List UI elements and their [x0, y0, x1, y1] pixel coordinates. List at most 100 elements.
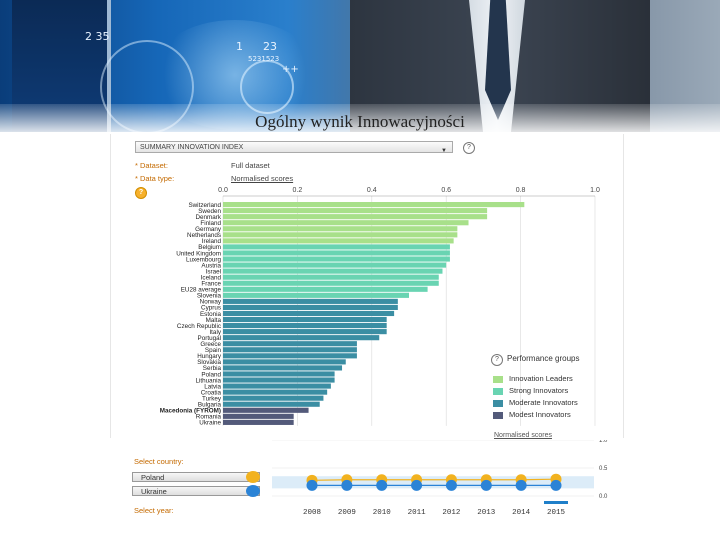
normalised-scores-link[interactable]: Normalised scores	[494, 432, 552, 439]
legend-item: Moderate Innovators	[493, 398, 578, 407]
bar[interactable]	[223, 244, 450, 250]
category-label: Netherlands	[187, 232, 221, 239]
category-label: Belgium	[198, 244, 221, 251]
country-poland[interactable]: Poland	[132, 471, 260, 483]
year-label[interactable]: 2015	[547, 509, 566, 517]
x-tick-label: 0.0	[218, 187, 228, 194]
bar[interactable]	[223, 310, 395, 317]
year-label[interactable]: 2010	[373, 509, 392, 517]
category-label: France	[201, 281, 221, 288]
chevron-down-icon: ▼	[441, 148, 447, 154]
data-point[interactable]	[445, 479, 457, 491]
bar[interactable]	[223, 250, 450, 256]
bar[interactable]	[223, 274, 439, 280]
bar[interactable]	[223, 377, 335, 383]
bar[interactable]	[223, 347, 357, 353]
category-label: Ireland	[202, 238, 222, 245]
bar-chart: 0.0 0.2 0.4 0.6 0.8 1.0 SwitzerlandSwedenDenma…	[160, 187, 600, 427]
data-point[interactable]	[411, 479, 423, 491]
series-line	[311, 478, 557, 481]
bar[interactable]	[223, 323, 387, 329]
holo-number: ++	[282, 64, 299, 75]
dataset-label: * Dataset:	[135, 161, 168, 170]
timeline-panel: Normalised scores Select country: Poland…	[110, 432, 622, 540]
year-label[interactable]: 2012	[442, 509, 460, 517]
legend-item: Strong Innovators	[493, 386, 568, 395]
tie-image	[485, 0, 511, 120]
category-label: Latvia	[204, 383, 221, 390]
data-point[interactable]	[306, 479, 318, 491]
category-label: Iceland	[201, 274, 222, 281]
bar[interactable]	[223, 232, 458, 238]
timeline-chart[interactable]: 1.0 0.5 0.0 2008 2009 2010 2011 2012 2013 2014 201…	[110, 440, 622, 540]
bar[interactable]	[223, 389, 328, 395]
year-label[interactable]: 2008	[303, 509, 321, 517]
category-label: Bulgaria	[198, 402, 222, 409]
legend-swatch	[493, 399, 503, 407]
bar[interactable]	[223, 413, 294, 419]
bar[interactable]	[223, 401, 320, 407]
year-label[interactable]: 2011	[408, 509, 427, 517]
bar[interactable]	[223, 353, 357, 359]
chart-panel: SUMMARY INNOVATION INDEX ▼ ? * Dataset: …	[110, 134, 624, 438]
y-tick-label: 1.0	[599, 440, 608, 444]
bar[interactable]	[223, 286, 428, 292]
bar[interactable]	[223, 359, 346, 365]
bar[interactable]	[223, 419, 294, 425]
country-ukraine[interactable]: Ukraine	[132, 485, 260, 497]
bar[interactable]	[223, 292, 409, 298]
y-tick-label: 0.5	[599, 466, 608, 472]
bar[interactable]	[223, 220, 469, 226]
bar[interactable]	[223, 365, 343, 371]
legend-item: Innovation Leaders	[493, 374, 573, 383]
bar[interactable]	[223, 371, 335, 377]
category-label: Croatia	[201, 389, 222, 396]
data-type-value[interactable]: Normalised scores	[231, 174, 294, 183]
bar[interactable]	[223, 335, 380, 341]
x-tick-label: 0.4	[367, 187, 377, 194]
bar[interactable]	[223, 202, 525, 208]
holo-number: 23	[263, 40, 277, 53]
bar[interactable]	[223, 262, 447, 268]
bar[interactable]	[223, 268, 443, 274]
x-tick-label: 0.8	[516, 187, 526, 194]
bar[interactable]	[223, 329, 387, 335]
help-icon[interactable]: ?	[463, 142, 475, 154]
year-label[interactable]: 2009	[338, 509, 356, 517]
data-point[interactable]	[376, 479, 388, 491]
bar[interactable]	[223, 304, 398, 310]
indicator-select-label: SUMMARY INNOVATION INDEX	[140, 144, 244, 151]
data-point[interactable]	[480, 479, 492, 491]
bar[interactable]	[223, 298, 398, 304]
page-title: Ogólny wynik Innowacyjności	[255, 112, 465, 131]
bar[interactable]	[223, 383, 331, 389]
year-label[interactable]: 2013	[477, 509, 496, 517]
category-label: Germany	[195, 226, 222, 233]
bar[interactable]	[223, 208, 488, 214]
dataset-value[interactable]: Full dataset	[231, 161, 270, 170]
range-band	[272, 476, 594, 489]
bar[interactable]	[223, 226, 458, 232]
data-point[interactable]	[550, 479, 562, 491]
data-point[interactable]	[341, 479, 353, 491]
legend-title: Performance groups	[507, 354, 580, 363]
help-icon[interactable]: ?	[135, 187, 147, 199]
bar[interactable]	[223, 256, 450, 262]
year-label[interactable]: 2014	[512, 509, 531, 517]
bar[interactable]	[223, 407, 309, 413]
bar[interactable]	[223, 395, 324, 401]
bar[interactable]	[223, 280, 439, 286]
bar[interactable]	[223, 214, 488, 220]
bar[interactable]	[223, 341, 357, 347]
category-label: Slovakia	[197, 359, 221, 366]
category-label: Serbia	[203, 365, 222, 372]
category-label: Lithuania	[195, 377, 221, 384]
bar[interactable]	[223, 316, 387, 323]
data-point[interactable]	[515, 479, 527, 491]
indicator-select[interactable]: SUMMARY INNOVATION INDEX ▼	[135, 141, 453, 154]
holo-number: 5231523	[248, 55, 280, 63]
category-label: Macedonia (FYROM)	[160, 408, 221, 415]
holo-number: 2 35	[85, 30, 110, 43]
help-icon[interactable]: ?	[491, 354, 503, 366]
bar[interactable]	[223, 238, 454, 244]
